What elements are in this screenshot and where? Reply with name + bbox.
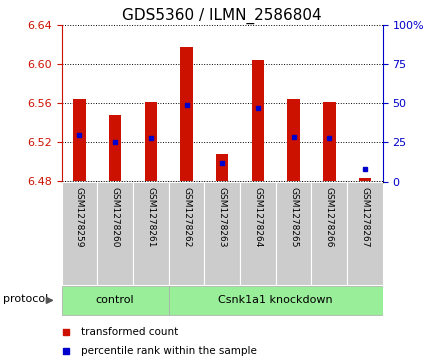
Text: GSM1278267: GSM1278267 — [360, 187, 370, 247]
Bar — [252, 60, 264, 182]
Text: GSM1278260: GSM1278260 — [110, 187, 120, 247]
Bar — [287, 99, 300, 182]
Text: GSM1278266: GSM1278266 — [325, 187, 334, 247]
Bar — [216, 154, 228, 182]
Bar — [204, 182, 240, 285]
Text: GSM1278265: GSM1278265 — [289, 187, 298, 247]
Bar — [169, 286, 383, 315]
Bar — [312, 182, 347, 285]
Title: GDS5360 / ILMN_2586804: GDS5360 / ILMN_2586804 — [122, 8, 322, 24]
Bar — [169, 182, 204, 285]
Text: GSM1278261: GSM1278261 — [147, 187, 155, 247]
Text: percentile rank within the sample: percentile rank within the sample — [81, 346, 257, 356]
Text: GSM1278264: GSM1278264 — [253, 187, 262, 247]
Text: control: control — [96, 295, 135, 305]
Text: GSM1278262: GSM1278262 — [182, 187, 191, 247]
Bar — [276, 182, 312, 285]
Bar — [97, 182, 133, 285]
Bar — [359, 178, 371, 182]
Text: GSM1278259: GSM1278259 — [75, 187, 84, 247]
Bar — [62, 286, 169, 315]
Bar — [109, 115, 121, 182]
Text: GSM1278263: GSM1278263 — [218, 187, 227, 247]
Bar — [323, 102, 336, 182]
Bar — [62, 182, 97, 285]
Bar — [133, 182, 169, 285]
Bar — [240, 182, 276, 285]
Bar — [73, 99, 86, 182]
Text: protocol: protocol — [3, 294, 48, 304]
Bar — [347, 182, 383, 285]
Bar — [145, 102, 157, 182]
Text: Csnk1a1 knockdown: Csnk1a1 knockdown — [218, 295, 333, 305]
Text: transformed count: transformed count — [81, 327, 179, 337]
Bar — [180, 47, 193, 182]
